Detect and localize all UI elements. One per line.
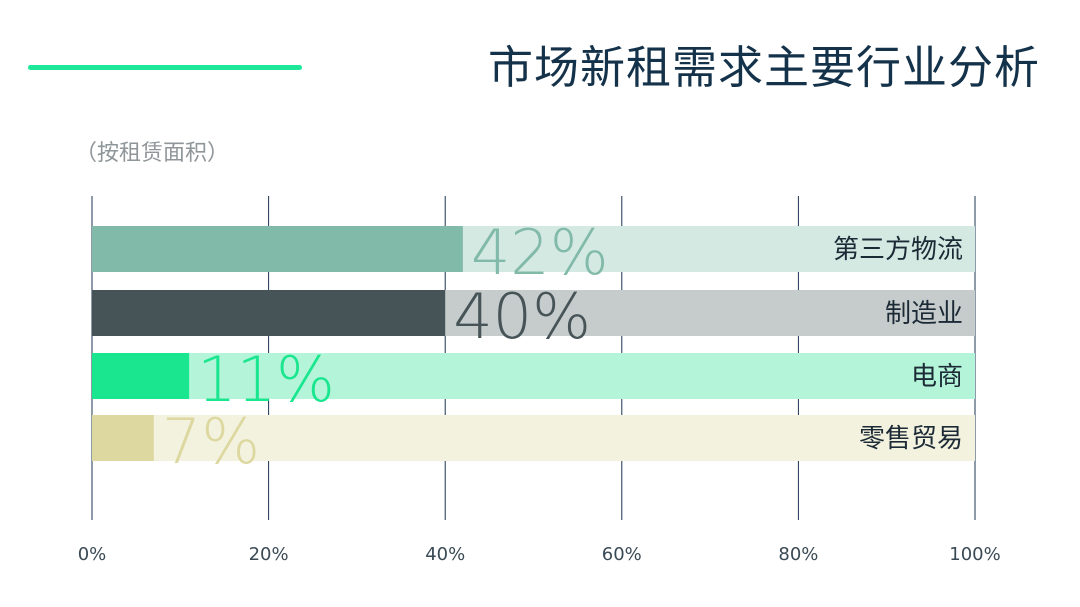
chart-subtitle: （按租赁面积） bbox=[75, 141, 230, 166]
bar bbox=[92, 353, 190, 399]
bar-category-label: 电商 bbox=[911, 362, 963, 392]
bars bbox=[92, 226, 463, 461]
bar-track bbox=[92, 353, 975, 399]
title-accent-line bbox=[28, 65, 302, 70]
value-labels: 42%40% 11%7% bbox=[162, 216, 609, 478]
bar-value-label: 40% bbox=[453, 280, 591, 353]
bar-category-label: 第三方物流 bbox=[833, 235, 963, 265]
bar bbox=[92, 226, 463, 272]
x-tick-label: 20% bbox=[249, 544, 289, 565]
bar-category-label: 制造业 bbox=[885, 299, 963, 329]
bar-category-label: 零售贸易 bbox=[859, 424, 963, 454]
bar bbox=[92, 290, 446, 336]
bar-value-label: 7% bbox=[162, 405, 260, 478]
bar-value-label: 42% bbox=[471, 216, 609, 289]
bar bbox=[92, 415, 154, 461]
x-tick-label: 0% bbox=[78, 544, 107, 565]
bar-value-label: 11% bbox=[197, 343, 335, 416]
x-axis-tick-labels: 0% 20% 40% 60% 80% 100% bbox=[78, 544, 1001, 565]
x-tick-label: 80% bbox=[778, 544, 818, 565]
page-title: 市场新租需求主要行业分析 bbox=[487, 41, 1040, 94]
x-tick-label: 40% bbox=[425, 544, 465, 565]
bar-track bbox=[92, 415, 975, 461]
x-tick-label: 100% bbox=[949, 544, 1000, 565]
x-tick-label: 60% bbox=[602, 544, 642, 565]
